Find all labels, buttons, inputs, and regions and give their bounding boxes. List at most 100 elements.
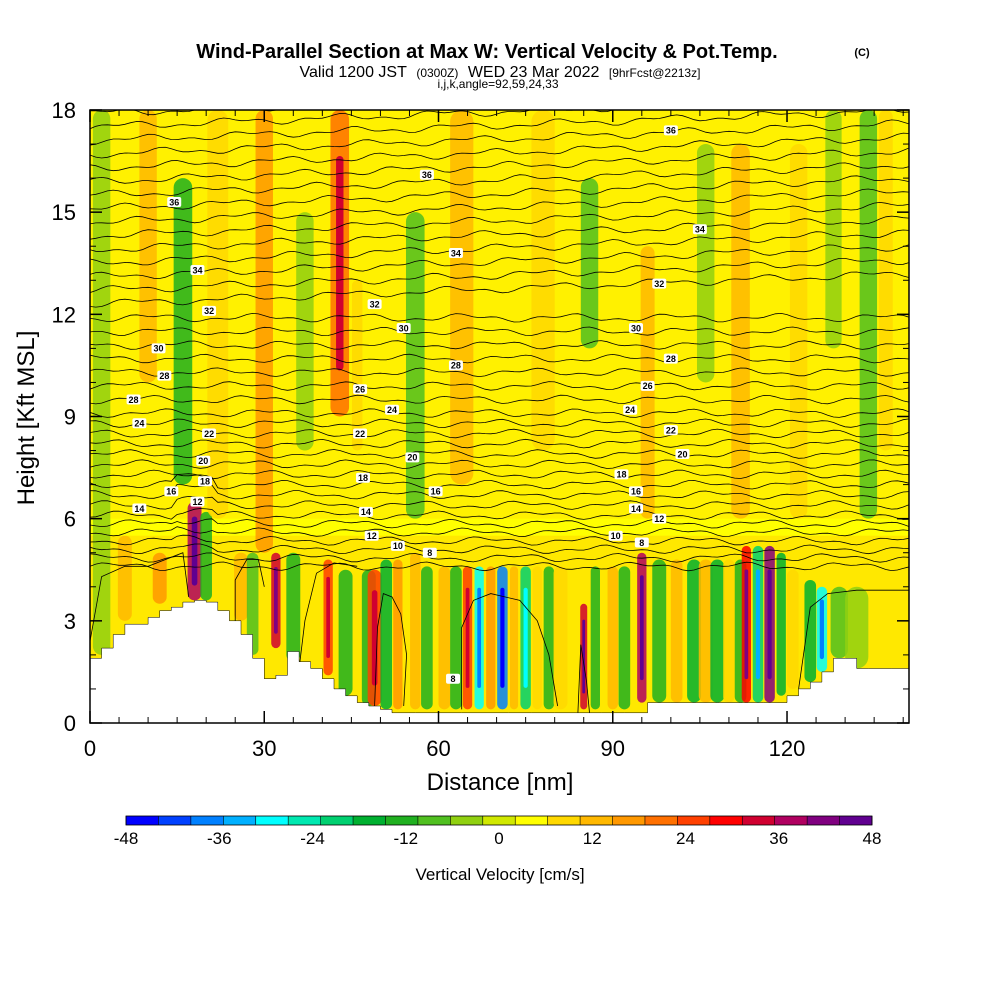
contour-label-text: 12: [192, 497, 202, 507]
contour-label-text: 8: [639, 538, 644, 548]
w-band: [696, 144, 715, 383]
w-band: [531, 110, 555, 451]
contour-label-bg: [692, 224, 707, 235]
contour-label-text: 16: [431, 487, 441, 497]
colorbar-tick-label: -12: [393, 829, 418, 848]
theta-contour: [90, 474, 909, 490]
contour-label: 20: [196, 455, 211, 466]
theta-contour: [90, 508, 909, 521]
contour-label-text: 20: [407, 453, 417, 463]
colorbar-swatch: [126, 816, 159, 825]
theta-contour: [90, 408, 909, 418]
contour-label-bg: [356, 472, 370, 483]
contour-label: 24: [623, 404, 638, 415]
theta-contour: [90, 394, 909, 405]
w-band: [825, 110, 842, 349]
contour-label: 18: [614, 469, 629, 480]
chart-title: Wind-Parallel Section at Max W: Vertical…: [196, 41, 777, 63]
theta-contour: [90, 534, 909, 546]
w-band: [830, 586, 849, 659]
contour-label-text: 28: [451, 361, 461, 371]
contour-label: 32: [367, 299, 382, 309]
theta-contour: [90, 110, 614, 130]
contour-label-text: 10: [611, 531, 621, 541]
contour-label-text: 16: [631, 487, 641, 497]
contour-label: 32: [652, 278, 667, 289]
contour-label-bg: [634, 537, 649, 548]
contour-label-bg: [640, 380, 655, 391]
colorbar-swatch: [417, 816, 451, 825]
contour-label: 28: [663, 353, 678, 364]
colorbar-swatch: [288, 816, 321, 825]
w-band: [117, 535, 132, 621]
contour-label-text: 28: [129, 395, 139, 405]
colorbar-swatch: [774, 816, 808, 825]
contour-label-bg: [663, 425, 678, 436]
contour-label: 10: [390, 540, 405, 551]
contour-label-text: 12: [367, 531, 377, 541]
w-band: [618, 566, 631, 710]
contour-label-text: 16: [166, 487, 176, 497]
theta-contour: [90, 215, 909, 253]
w-band: [859, 110, 878, 519]
contour-label: 24: [385, 404, 400, 415]
colorbar-tick-label: 48: [863, 829, 882, 848]
y-tick-label: 3: [64, 609, 76, 634]
contour-label-bg: [675, 448, 690, 459]
contour-label-bg: [652, 278, 667, 289]
contour-label: 34: [190, 265, 205, 275]
x-tick-label: 0: [84, 736, 96, 761]
colorbar-swatch: [353, 816, 386, 825]
w-band: [286, 552, 301, 662]
contour-label: 34: [692, 224, 707, 235]
contour-label: 36: [663, 125, 678, 136]
contour-label-text: 8: [451, 674, 456, 684]
w-band: [338, 569, 353, 696]
colorbar-swatch: [612, 816, 646, 825]
contour-label-text: 34: [192, 265, 202, 275]
contour-label-bg: [167, 196, 182, 207]
w-band: [553, 566, 568, 710]
y-tick-label: 9: [64, 405, 76, 430]
w-band: [776, 552, 786, 696]
contour-label: 22: [202, 428, 217, 439]
colorbar-tick-label: -36: [207, 829, 232, 848]
theta-contour: [90, 518, 909, 529]
contour-label-bg: [652, 513, 667, 524]
contour-label: 30: [396, 322, 411, 333]
colorbar-tick-label: 36: [769, 829, 788, 848]
contour-label: 22: [663, 425, 678, 436]
theta-contour: [90, 495, 909, 510]
contour-label-bg: [623, 404, 638, 415]
contour-label: 12: [652, 513, 667, 524]
theta-contour: [90, 326, 909, 337]
w-band-core: [274, 567, 278, 634]
contour-label-text: 34: [695, 224, 705, 234]
contour-label-bg: [157, 370, 172, 381]
contour-label: 24: [132, 418, 147, 429]
theta-contour: [90, 449, 909, 459]
contour-label-bg: [164, 486, 179, 497]
colorbar-tick-label: 12: [583, 829, 602, 848]
contour-label-bg: [126, 394, 141, 405]
theta-contour: [90, 459, 909, 470]
colorbar-swatch: [255, 816, 289, 825]
contour-label-bg: [614, 469, 629, 480]
colorbar-swatch: [190, 816, 224, 825]
contour-label-bg: [202, 428, 217, 439]
w-band-core: [523, 587, 528, 688]
colorbar-swatch: [580, 816, 613, 825]
x-axis: 0 30 60 90 120: [84, 110, 904, 761]
contour-label-text: 30: [154, 344, 164, 354]
colorbar-title: Vertical Velocity [cm/s]: [415, 865, 584, 884]
theta-contour: [90, 381, 909, 391]
theta-contour: [90, 175, 909, 210]
contour-label-bg: [663, 125, 678, 136]
theta-contour: [90, 244, 909, 279]
contour-label-bg: [629, 486, 643, 497]
contour-label-text: 10: [393, 541, 403, 551]
contour-label: 32: [202, 305, 217, 316]
contour-label-text: 24: [387, 405, 397, 415]
contour-label-text: 24: [625, 405, 635, 415]
contour-label: 8: [422, 547, 437, 558]
